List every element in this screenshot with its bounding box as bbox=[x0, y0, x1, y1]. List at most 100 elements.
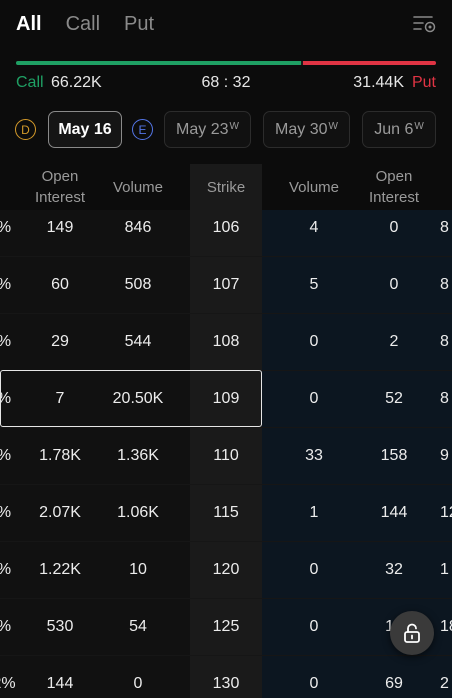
row-divider bbox=[0, 655, 452, 656]
cell-left-truncated: % bbox=[0, 541, 14, 598]
expiry-chip-label: May 16 bbox=[58, 120, 112, 138]
cell-right-truncated: 8 bbox=[440, 218, 449, 236]
earnings-expiry-badge: E bbox=[132, 119, 153, 140]
put-ratio-fill bbox=[303, 61, 436, 65]
cell-strike: 106 bbox=[212, 218, 240, 236]
cell-call-open-interest: 2.07K bbox=[39, 503, 81, 521]
cell-call-open-interest: 60 bbox=[51, 275, 69, 293]
table-row[interactable]: %5305412501418 bbox=[0, 598, 452, 655]
cell-strike: 108 bbox=[212, 332, 240, 350]
cell-call-open-interest: 144 bbox=[46, 674, 74, 692]
cell-call-volume: 1.36K bbox=[117, 446, 159, 464]
cell-right-truncated: 8 bbox=[440, 389, 449, 407]
tab-all[interactable]: All bbox=[16, 12, 42, 35]
header-put-open-interest: Open Interest bbox=[368, 168, 420, 206]
table-row[interactable]: % 1.78K 1.36K 110 33 158 9 bbox=[0, 427, 452, 484]
table-row[interactable]: 2% 144 0 130 0 69 2 bbox=[0, 655, 452, 698]
cell-left-truncated: 2% bbox=[0, 674, 16, 692]
cell-left-truncated: % bbox=[0, 427, 14, 484]
cell-put-open-interest: 0 bbox=[389, 275, 399, 293]
cell-put-volume: 4 bbox=[309, 218, 319, 236]
cell-put-volume: 0 bbox=[309, 389, 319, 407]
cell-put-open-interest: 69 bbox=[385, 674, 403, 692]
cell-left-truncated: % bbox=[0, 199, 14, 256]
row-divider bbox=[0, 256, 452, 257]
table-row[interactable]: % 149 846 106 4 0 8 bbox=[0, 199, 452, 256]
header-strike: Strike bbox=[206, 178, 246, 196]
cell-put-open-interest: 52 bbox=[385, 389, 403, 407]
header-call-open-interest: Open Interest bbox=[34, 168, 86, 206]
cell-call-open-interest: 149 bbox=[46, 218, 74, 236]
cell-right-truncated: 1 bbox=[440, 560, 449, 578]
cell-right-truncated: 8 bbox=[440, 332, 449, 350]
unlock-icon bbox=[404, 623, 420, 643]
cell-call-volume: 0 bbox=[133, 674, 143, 692]
weekly-marker: W bbox=[229, 121, 239, 132]
daily-expiry-badge: D bbox=[15, 119, 36, 140]
cell-call-volume: 508 bbox=[124, 275, 152, 293]
strike-column-background bbox=[190, 164, 262, 698]
weekly-marker: W bbox=[328, 121, 338, 132]
cell-call-open-interest: 7 bbox=[55, 389, 65, 407]
cell-call-volume: 20.50K bbox=[112, 389, 164, 407]
option-type-tabs: All Call Put bbox=[16, 10, 154, 38]
table-row[interactable]: % 7 20.50K 109 0 52 8 bbox=[0, 370, 452, 427]
table-row[interactable]: % 2.07K 1.06K 115 1 144 12 bbox=[0, 484, 452, 541]
tab-call[interactable]: Call bbox=[65, 12, 101, 35]
header-put-volume: Volume bbox=[288, 178, 340, 196]
cell-call-open-interest: 1.22K bbox=[39, 560, 81, 578]
expiry-chip-label: May 23 bbox=[176, 120, 229, 138]
cell-call-volume: 846 bbox=[124, 218, 152, 236]
table-row[interactable]: % 1.22K 10 120 0 32 1 bbox=[0, 541, 452, 598]
cell-call-open-interest: 1.78K bbox=[39, 446, 81, 464]
call-put-summary: Call 66.22K 68 : 32 31.44K Put bbox=[16, 74, 436, 94]
row-divider bbox=[0, 541, 452, 542]
cell-call-volume: 1.06K bbox=[117, 503, 159, 521]
cell-strike: 109 bbox=[212, 389, 240, 407]
cell-strike: 107 bbox=[212, 275, 240, 293]
cell-call-open-interest: 530 bbox=[46, 617, 74, 635]
cell-left-truncated: % bbox=[0, 370, 14, 427]
call-put-ratio: 68 : 32 bbox=[201, 74, 251, 91]
cell-put-open-interest: 158 bbox=[380, 446, 408, 464]
call-ratio-fill bbox=[16, 61, 301, 65]
expiry-chip-may16[interactable]: May 16 bbox=[48, 111, 122, 148]
cell-call-volume: 10 bbox=[129, 560, 147, 578]
call-side-background bbox=[0, 210, 190, 698]
put-label: Put bbox=[411, 74, 436, 91]
header-call-volume: Volume bbox=[112, 178, 164, 196]
expiry-chip-may23[interactable]: May 23 W bbox=[164, 111, 251, 148]
cell-right-truncated: 2 bbox=[440, 674, 449, 692]
cell-call-open-interest: 29 bbox=[51, 332, 69, 350]
cell-put-volume: 0 bbox=[309, 332, 319, 350]
filter-settings-icon[interactable] bbox=[412, 12, 438, 36]
row-divider bbox=[0, 598, 452, 599]
cell-right-truncated: 12 bbox=[440, 503, 452, 521]
expiry-chip-label: Jun 6 bbox=[374, 120, 414, 138]
cell-put-volume: 5 bbox=[309, 275, 319, 293]
cell-put-open-interest: 144 bbox=[380, 503, 408, 521]
cell-put-volume: 0 bbox=[309, 560, 319, 578]
cell-put-open-interest: 32 bbox=[385, 560, 403, 578]
cell-put-open-interest: 2 bbox=[389, 332, 399, 350]
tab-put[interactable]: Put bbox=[124, 12, 155, 35]
cell-right-truncated: 9 bbox=[440, 446, 449, 464]
table-row[interactable]: % 29 544 108 0 2 8 bbox=[0, 313, 452, 370]
cell-put-volume: 0 bbox=[309, 674, 319, 692]
call-label: Call bbox=[16, 74, 44, 91]
put-volume-total: 31.44K bbox=[353, 74, 404, 91]
cell-strike: 125 bbox=[212, 617, 240, 635]
unlock-button[interactable] bbox=[390, 611, 434, 655]
cell-left-truncated: % bbox=[0, 484, 14, 541]
cell-right-truncated: 18 bbox=[440, 617, 452, 635]
cell-left-truncated: % bbox=[0, 313, 14, 370]
cell-put-volume: 1 bbox=[309, 503, 319, 521]
cell-strike: 110 bbox=[213, 446, 239, 464]
expiry-chip-may30[interactable]: May 30 W bbox=[263, 111, 350, 148]
row-divider bbox=[0, 427, 452, 428]
options-chain-table: Open Interest Volume Strike Volume Open … bbox=[0, 164, 452, 698]
cell-strike: 120 bbox=[212, 560, 240, 578]
